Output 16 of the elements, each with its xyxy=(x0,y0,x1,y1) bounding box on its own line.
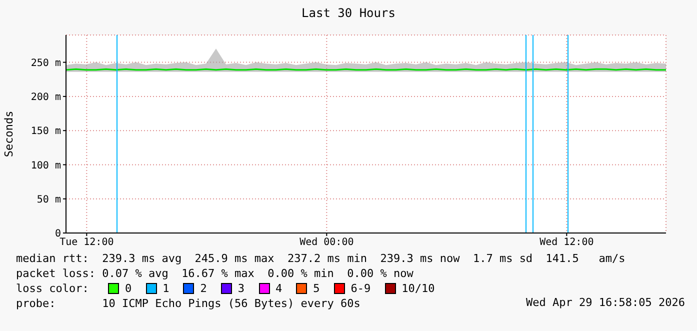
y-axis-title: Seconds xyxy=(2,110,16,158)
y-tick-label: 100 m xyxy=(30,160,61,172)
y-tick-label: 200 m xyxy=(30,92,61,103)
text: loss color: 0 1 2 3 4 5 6-9 10/10 xyxy=(16,282,435,295)
x-tick-label: Wed 00:00 xyxy=(300,237,354,248)
text: packet loss: 0.07 % avg 16.67 % max 0.00 % min 0.00 % now xyxy=(16,266,414,281)
y-tick-label: 50 m xyxy=(36,194,61,206)
y-tick-label: 0 xyxy=(54,228,61,240)
y-tick-label: 150 m xyxy=(30,126,61,138)
text: probe: 10 ICMP Echo Pings (56 Bytes) every 60s xyxy=(16,297,360,310)
text: median rtt: 239.3 ms avg 245.9 ms max 237.2 ms min 239.3 ms now 1.7 ms sd 141.5 am/s xyxy=(16,251,626,266)
x-tick-label: Tue 12:00 xyxy=(60,237,114,248)
text: Wed Apr 29 16:58:05 2026 xyxy=(526,296,685,309)
x-tick-label: Wed 12:00 xyxy=(540,237,594,248)
y-tick-label: 250 m xyxy=(30,58,61,69)
chart-title: Last 30 Hours xyxy=(300,6,396,20)
